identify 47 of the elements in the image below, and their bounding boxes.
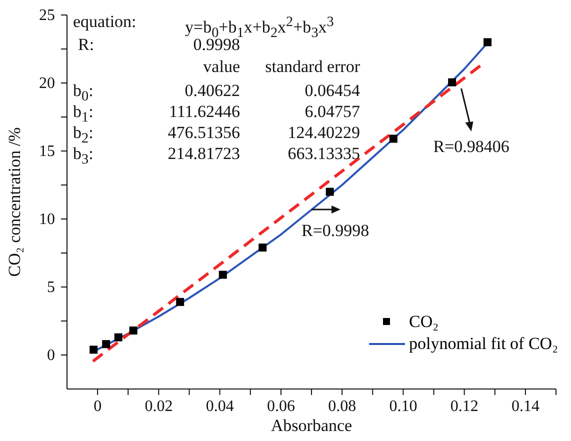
x-tick-label: 0 — [94, 398, 102, 415]
x-tick-label: 0.10 — [389, 398, 418, 415]
annotation: 124.40229 — [288, 123, 360, 143]
point — [484, 38, 492, 46]
annotation: 663.13335 — [288, 144, 360, 164]
x-tick-label: 0.04 — [206, 398, 234, 415]
annotation: 6.04757 — [304, 102, 360, 122]
legend-label: polynomial fit of CO₂ — [409, 333, 558, 355]
annotation: 214.81723 — [168, 144, 240, 164]
annotation: 111.62446 — [169, 102, 240, 122]
annotation: standard error — [265, 57, 360, 77]
point — [176, 298, 184, 306]
x-tick-label: 0.06 — [266, 398, 295, 415]
annotation: R=0.98406 — [433, 137, 510, 158]
y-tick-label: 5 — [47, 279, 55, 296]
point — [326, 188, 334, 196]
x-tick-label: 0.12 — [450, 398, 478, 415]
annotation: b$_{2}$: — [73, 123, 94, 146]
annotation: 476.51356 — [168, 123, 240, 143]
x-tick-label: 0.08 — [328, 398, 356, 415]
point — [114, 333, 122, 342]
annotation: b$_{3}$: — [73, 144, 94, 170]
annotation: equation: — [73, 12, 136, 32]
y-tick-label: 15 — [39, 143, 55, 160]
annotation: b$_{1}$: — [73, 102, 94, 126]
legend-label: CO₂ — [409, 311, 439, 333]
y-tick-label: 20 — [39, 75, 55, 92]
annotation: value — [203, 57, 240, 77]
y-axis-title: CO₂ concentration /% — [5, 127, 24, 277]
annotation: R: — [78, 35, 94, 55]
annotation: 0.06454 — [304, 81, 360, 101]
point — [218, 270, 227, 279]
point — [258, 244, 267, 252]
point — [448, 78, 456, 86]
point — [90, 346, 98, 354]
x-tick-label: 0.14 — [511, 398, 540, 415]
point — [129, 326, 138, 335]
annotation: b$_{0}$: — [73, 81, 94, 104]
annotation: 0.40622 — [184, 81, 240, 101]
y-tick-label: 10 — [39, 211, 55, 228]
y-tick-label: 0 — [47, 347, 55, 364]
point — [102, 340, 110, 348]
point — [389, 134, 398, 143]
x-axis-title: Absorbance — [270, 416, 352, 435]
y-tick-label: 25 — [39, 7, 55, 24]
annotation: R=0.9998 — [302, 221, 370, 242]
x-tick-label: 0.02 — [144, 398, 173, 415]
